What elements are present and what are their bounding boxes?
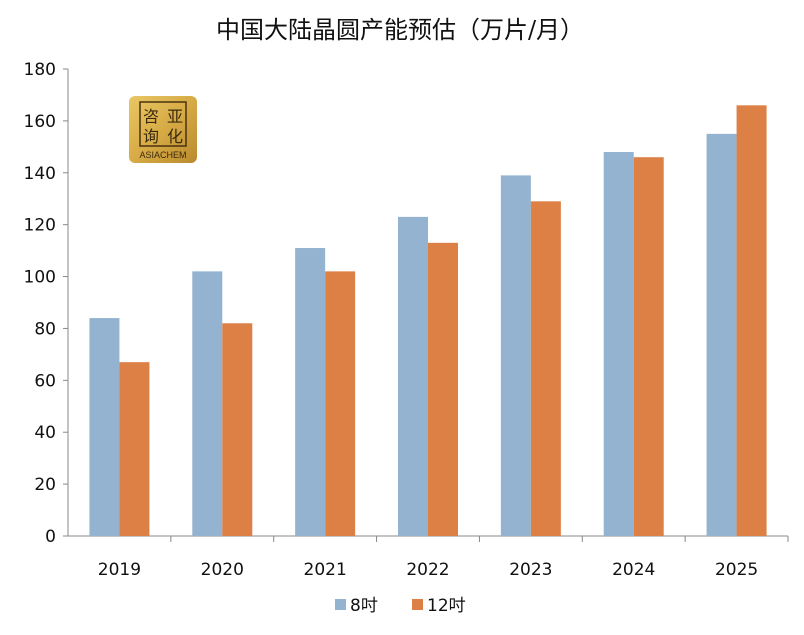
x-tick-label: 2021 bbox=[304, 560, 347, 580]
asiachem-logo: 咨 亚 询 化 ASIACHEM bbox=[129, 96, 197, 163]
bar-12吋-2020 bbox=[222, 323, 253, 536]
bar-8吋-2024 bbox=[603, 152, 634, 536]
bar-8吋-2019 bbox=[89, 318, 120, 536]
x-tick-label: 2024 bbox=[612, 560, 655, 580]
bar-8吋-2025 bbox=[706, 133, 737, 536]
x-tick-label: 2023 bbox=[509, 560, 552, 580]
legend-label: 8吋 bbox=[350, 596, 378, 616]
chart-title: 中国大陆晶圆产能预估（万片/月） bbox=[216, 16, 584, 44]
y-tick-label: 40 bbox=[34, 423, 56, 443]
svg-text:化: 化 bbox=[167, 127, 183, 146]
y-tick-label: 120 bbox=[24, 216, 56, 236]
legend-swatch bbox=[335, 599, 346, 610]
x-tick-label: 2025 bbox=[715, 560, 758, 580]
x-tick-label: 2020 bbox=[201, 560, 244, 580]
bar-12吋-2021 bbox=[325, 271, 356, 536]
bar-12吋-2025 bbox=[736, 105, 767, 537]
y-tick-label: 160 bbox=[24, 112, 56, 132]
bar-12吋-2024 bbox=[633, 157, 664, 536]
svg-text:咨: 咨 bbox=[143, 107, 159, 126]
bar-12吋-2022 bbox=[428, 242, 458, 537]
y-tick-label: 80 bbox=[34, 319, 56, 339]
y-tick-label: 60 bbox=[34, 371, 56, 391]
y-tick-label: 180 bbox=[24, 60, 56, 80]
svg-text:询: 询 bbox=[143, 127, 159, 146]
y-tick-label: 20 bbox=[34, 475, 56, 495]
svg-text:ASIACHEM: ASIACHEM bbox=[139, 150, 186, 160]
legend-label: 12吋 bbox=[427, 596, 466, 616]
legend-swatch bbox=[412, 599, 423, 610]
bar-12吋-2023 bbox=[530, 201, 561, 537]
bar-12吋-2019 bbox=[119, 362, 150, 536]
y-tick-label: 0 bbox=[45, 527, 56, 547]
y-tick-label: 100 bbox=[24, 268, 56, 288]
x-tick-label: 2022 bbox=[406, 560, 449, 580]
bar-8吋-2022 bbox=[398, 216, 428, 536]
bar-8吋-2023 bbox=[500, 175, 531, 536]
y-tick-label: 140 bbox=[24, 164, 56, 184]
bar-8吋-2021 bbox=[295, 248, 326, 536]
svg-text:亚: 亚 bbox=[167, 107, 183, 126]
bar-8吋-2020 bbox=[192, 271, 223, 536]
x-tick-label: 2019 bbox=[98, 560, 141, 580]
